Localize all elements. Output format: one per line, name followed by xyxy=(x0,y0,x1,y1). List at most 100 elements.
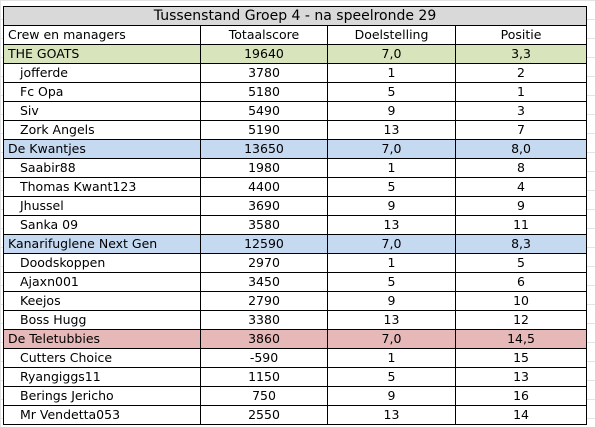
team-target-cell[interactable]: 7,0 xyxy=(327,234,456,254)
team-position-cell[interactable]: 8,0 xyxy=(454,139,588,159)
member-name-cell[interactable]: Ryangiggs11 xyxy=(3,367,201,387)
member-row: Berings Jericho 750 9 16 xyxy=(3,386,588,406)
team-name-cell[interactable]: THE GOATS xyxy=(3,44,201,64)
team-score-cell[interactable]: 13650 xyxy=(200,139,328,159)
member-position-cell[interactable]: 7 xyxy=(454,120,588,140)
member-position-cell[interactable]: 1 xyxy=(454,82,588,102)
member-position-cell[interactable]: 2 xyxy=(454,63,588,83)
member-score-cell[interactable]: 3780 xyxy=(200,63,328,83)
team-row: THE GOATS 19640 7,0 3,3 xyxy=(3,44,588,64)
team-target-cell[interactable]: 7,0 xyxy=(327,329,456,349)
team-name-cell[interactable]: De Teletubbies xyxy=(3,329,201,349)
member-position-cell[interactable]: 5 xyxy=(454,253,588,273)
member-row: jofferde 3780 1 2 xyxy=(3,63,588,83)
member-target-cell[interactable]: 5 xyxy=(327,177,456,197)
member-score-cell[interactable]: 750 xyxy=(200,386,328,406)
member-name-cell[interactable]: Boss Hugg xyxy=(3,310,201,330)
member-target-cell[interactable]: 13 xyxy=(327,120,456,140)
table-title[interactable]: Tussenstand Groep 4 - na speelronde 29 xyxy=(2,6,588,26)
member-target-cell[interactable]: 13 xyxy=(327,310,456,330)
team-score-cell[interactable]: 19640 xyxy=(200,44,328,64)
team-name-cell[interactable]: Kanarifuglene Next Gen xyxy=(3,234,201,254)
team-name-cell[interactable]: De Kwantjes xyxy=(3,139,201,159)
member-position-cell[interactable]: 6 xyxy=(454,272,588,292)
member-position-cell[interactable]: 13 xyxy=(454,367,588,387)
member-name-cell[interactable]: Mr Vendetta053 xyxy=(3,405,201,425)
member-target-cell[interactable]: 1 xyxy=(327,158,456,178)
member-row: Siv 5490 9 3 xyxy=(3,101,588,121)
member-name-cell[interactable]: Sanka 09 xyxy=(3,215,201,235)
member-position-cell[interactable]: 10 xyxy=(454,291,588,311)
member-score-cell[interactable]: 4400 xyxy=(200,177,328,197)
column-header-doelstelling[interactable]: Doelstelling xyxy=(327,25,456,45)
column-header-crew[interactable]: Crew en managers xyxy=(3,25,201,45)
title-row: Tussenstand Groep 4 - na speelronde 29 xyxy=(2,6,588,26)
member-row: Ajaxn001 3450 5 6 xyxy=(3,272,588,292)
member-name-cell[interactable]: Doodskoppen xyxy=(3,253,201,273)
member-target-cell[interactable]: 9 xyxy=(327,291,456,311)
member-target-cell[interactable]: 1 xyxy=(327,63,456,83)
team-score-cell[interactable]: 12590 xyxy=(200,234,328,254)
member-position-cell[interactable]: 8 xyxy=(454,158,588,178)
member-row: Doodskoppen 2970 1 5 xyxy=(3,253,588,273)
team-target-cell[interactable]: 7,0 xyxy=(327,139,456,159)
member-target-cell[interactable]: 13 xyxy=(327,215,456,235)
member-score-cell[interactable]: 3450 xyxy=(200,272,328,292)
member-target-cell[interactable]: 13 xyxy=(327,405,456,425)
column-header-positie[interactable]: Positie xyxy=(454,25,588,45)
member-name-cell[interactable]: Saabir88 xyxy=(3,158,201,178)
member-name-cell[interactable]: Siv xyxy=(3,101,201,121)
member-target-cell[interactable]: 5 xyxy=(327,272,456,292)
member-target-cell[interactable]: 5 xyxy=(327,367,456,387)
standings-table: Tussenstand Groep 4 - na speelronde 29 C… xyxy=(2,6,588,425)
member-score-cell[interactable]: 1150 xyxy=(200,367,328,387)
member-target-cell[interactable]: 9 xyxy=(327,101,456,121)
member-position-cell[interactable]: 11 xyxy=(454,215,588,235)
member-target-cell[interactable]: 5 xyxy=(327,82,456,102)
member-name-cell[interactable]: Cutters Choice xyxy=(3,348,201,368)
member-name-cell[interactable]: Berings Jericho xyxy=(3,386,201,406)
member-name-cell[interactable]: Thomas Kwant123 xyxy=(3,177,201,197)
member-name-cell[interactable]: Zork Angels xyxy=(3,120,201,140)
member-row: Zork Angels 5190 13 7 xyxy=(3,120,588,140)
member-score-cell[interactable]: 3580 xyxy=(200,215,328,235)
member-position-cell[interactable]: 12 xyxy=(454,310,588,330)
member-score-cell[interactable]: 5180 xyxy=(200,82,328,102)
member-target-cell[interactable]: 1 xyxy=(327,348,456,368)
member-score-cell[interactable]: 2550 xyxy=(200,405,328,425)
team-position-cell[interactable]: 3,3 xyxy=(454,44,588,64)
member-name-cell[interactable]: jofferde xyxy=(3,63,201,83)
member-name-cell[interactable]: Ajaxn001 xyxy=(3,272,201,292)
member-score-cell[interactable]: 3690 xyxy=(200,196,328,216)
member-row: Boss Hugg 3380 13 12 xyxy=(3,310,588,330)
member-score-cell[interactable]: 5490 xyxy=(200,101,328,121)
column-header-totaalscore[interactable]: Totaalscore xyxy=(200,25,328,45)
member-row: Jhussel 3690 9 9 xyxy=(3,196,588,216)
member-score-cell[interactable]: 1980 xyxy=(200,158,328,178)
member-row: Keejos 2790 9 10 xyxy=(3,291,588,311)
member-row: Mr Vendetta053 2550 13 14 xyxy=(3,405,588,425)
member-name-cell[interactable]: Fc Opa xyxy=(3,82,201,102)
member-score-cell[interactable]: 2970 xyxy=(200,253,328,273)
member-position-cell[interactable]: 4 xyxy=(454,177,588,197)
member-score-cell[interactable]: -590 xyxy=(200,348,328,368)
team-position-cell[interactable]: 8,3 xyxy=(454,234,588,254)
member-position-cell[interactable]: 14 xyxy=(454,405,588,425)
member-score-cell[interactable]: 5190 xyxy=(200,120,328,140)
team-score-cell[interactable]: 3860 xyxy=(200,329,328,349)
member-target-cell[interactable]: 9 xyxy=(327,386,456,406)
member-position-cell[interactable]: 15 xyxy=(454,348,588,368)
team-position-cell[interactable]: 14,5 xyxy=(454,329,588,349)
member-name-cell[interactable]: Jhussel xyxy=(3,196,201,216)
member-position-cell[interactable]: 9 xyxy=(454,196,588,216)
member-position-cell[interactable]: 16 xyxy=(454,386,588,406)
member-score-cell[interactable]: 2790 xyxy=(200,291,328,311)
team-target-cell[interactable]: 7,0 xyxy=(327,44,456,64)
member-name-cell[interactable]: Keejos xyxy=(3,291,201,311)
member-position-cell[interactable]: 3 xyxy=(454,101,588,121)
member-target-cell[interactable]: 1 xyxy=(327,253,456,273)
member-target-cell[interactable]: 9 xyxy=(327,196,456,216)
member-row: Fc Opa 5180 5 1 xyxy=(3,82,588,102)
team-row: De Kwantjes 13650 7,0 8,0 xyxy=(3,139,588,159)
member-score-cell[interactable]: 3380 xyxy=(200,310,328,330)
